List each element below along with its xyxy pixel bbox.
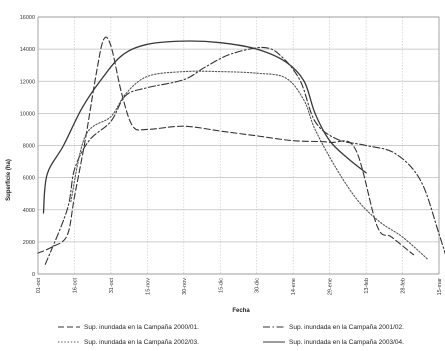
x-tick-label: 15-mar — [437, 278, 443, 296]
y-tick-label: 6000 — [23, 176, 35, 182]
y-tick-label: 4000 — [23, 208, 35, 214]
x-tick-label: 01-oct — [36, 278, 42, 294]
x-tick-label: 16-oct — [72, 278, 78, 294]
legend-label: Sup. inundada en la Campaña 2000/01. — [84, 324, 199, 331]
y-tick-label: 16000 — [20, 15, 35, 21]
x-axis-title: Fecha — [232, 308, 250, 314]
legend: Sup. inundada en la Campaña 2000/01. Sup.… — [58, 324, 404, 346]
y-axis-ticks: 0 2000 4000 6000 8000 10000 12000 14000 16000 — [20, 15, 35, 278]
series-layer — [37, 36, 445, 265]
x-axis-ticks: 01-oct 16-oct 31-oct 15-nov 30-nov 15-dic 30-d… — [36, 278, 443, 296]
plot-frame — [37, 16, 440, 275]
y-axis-title: Superficie (ha) — [6, 159, 12, 201]
x-tick-label: 15-dic — [218, 278, 224, 293]
x-tick-label: 30-nov — [182, 278, 188, 295]
legend-label: Sup. inundada en la Campaña 2003/04. — [289, 339, 404, 346]
x-tick-label: 30-dic — [255, 278, 261, 293]
y-tick-label: 2000 — [23, 240, 35, 246]
plot-area-border — [37, 16, 440, 275]
series-line-4 — [42, 40, 367, 214]
x-tick-label: 14-ene — [291, 278, 297, 295]
x-tick-label: 31-oct — [109, 278, 115, 294]
x-tick-label: 15-nov — [145, 278, 151, 295]
y-tick-label: 12000 — [20, 79, 35, 85]
y-tick-label: 14000 — [20, 47, 35, 53]
legend-label: Sup. inundada en la Campaña 2002/03. — [84, 339, 199, 346]
x-tick-label: 28-feb — [401, 278, 407, 294]
y-tick-label: 8000 — [23, 144, 35, 150]
series-line-1 — [37, 36, 415, 256]
y-tick-label: 10000 — [20, 111, 35, 117]
legend-label: Sup. inundada en la Campaña 2001/02. — [289, 324, 404, 331]
x-tick-label: 13-feb — [364, 278, 370, 294]
grid — [37, 16, 440, 275]
series-line-3 — [70, 70, 429, 261]
y-tick-label: 0 — [32, 272, 35, 278]
series-line-2 — [44, 46, 445, 265]
x-tick-label: 29-ene — [328, 278, 334, 295]
